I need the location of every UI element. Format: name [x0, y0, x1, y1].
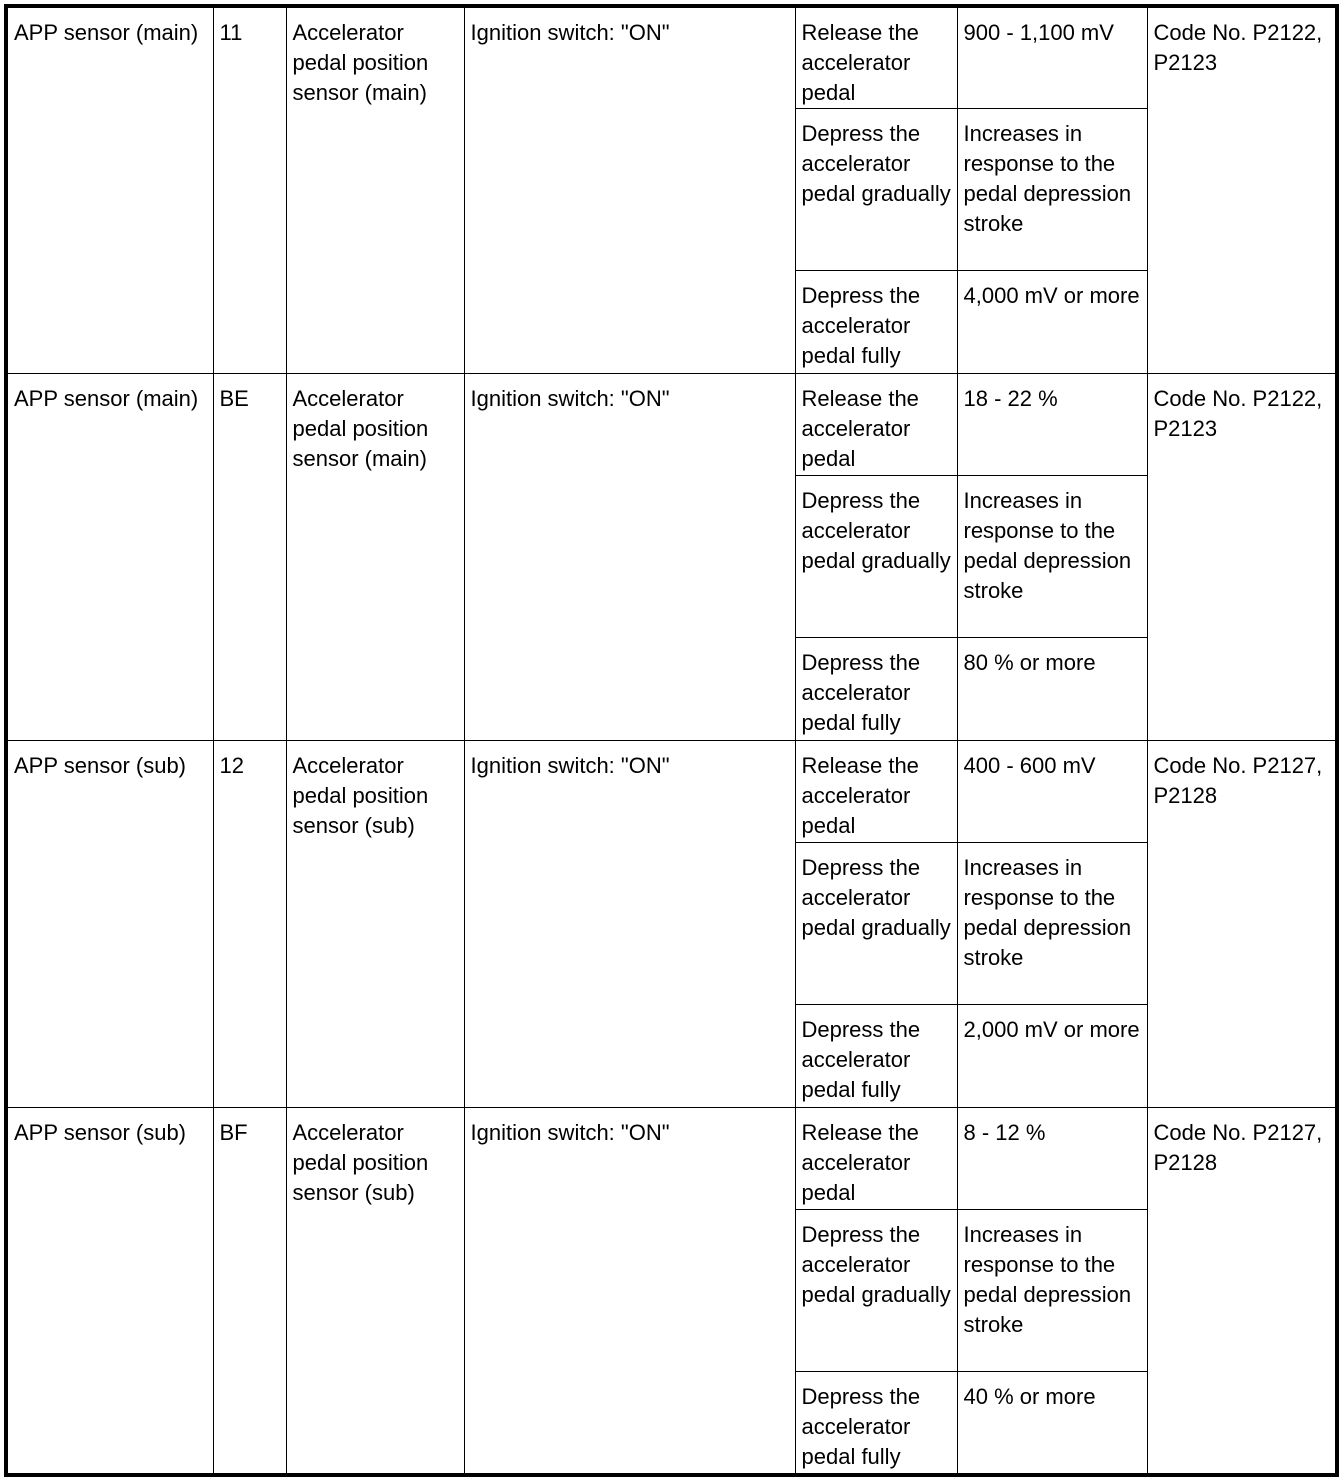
description-cell: Accelerator pedal position sensor (sub)	[285, 1107, 465, 1475]
terminal-cell: BF	[212, 1107, 287, 1475]
pedal-state-cell: Release the accelerator pedal	[794, 740, 958, 843]
value-cell: 40 % or more	[956, 1371, 1148, 1475]
table-row: Depress the accelerator pedal fully 80 % …	[6, 637, 1337, 741]
table-row: Depress the accelerator pedal gradually I…	[6, 108, 1337, 271]
description-cell: Accelerator pedal position sensor (sub)	[285, 740, 465, 1108]
value-cell: 18 - 22 %	[956, 373, 1148, 476]
pedal-state-cell: Depress the accelerator pedal fully	[794, 1004, 958, 1108]
table-row: APP sensor (main) 11 Accelerator pedal pos…	[5, 5, 1338, 374]
table-row: Depress the accelerator pedal gradually I…	[6, 842, 1337, 1005]
value-cell: 80 % or more	[956, 637, 1148, 741]
value-cell: 400 - 600 mV	[956, 740, 1148, 843]
condition-cell: Ignition switch: "ON"	[463, 5, 796, 374]
table-row: Depress the accelerator pedal gradually I…	[6, 475, 1337, 638]
dtc-code-cell: Code No. P2127, P2128	[1146, 740, 1338, 1108]
condition-cell: Ignition switch: "ON"	[463, 373, 796, 741]
pedal-state-cell: Release the accelerator pedal	[794, 373, 958, 476]
pedal-state-cell: Depress the accelerator pedal gradually	[794, 842, 958, 1005]
value-cell: 900 - 1,100 mV	[956, 5, 1148, 109]
pedal-state-cell: Release the accelerator pedal	[794, 5, 958, 109]
table-row: APP sensor (main) BE Accelerator pedal pos…	[5, 373, 1338, 741]
description-cell: Accelerator pedal position sensor (main)	[285, 5, 465, 374]
pedal-state-cell: Depress the accelerator pedal fully	[794, 270, 958, 374]
monitor-item-cell: APP sensor (sub)	[5, 1107, 214, 1475]
table-row: APP sensor (sub) 12 Accelerator pedal posi…	[5, 740, 1338, 1108]
value-cell: Increases in response to the pedal depre…	[956, 108, 1148, 271]
value-cell: Increases in response to the pedal depre…	[956, 842, 1148, 1005]
pedal-state-cell: Depress the accelerator pedal gradually	[794, 108, 958, 271]
terminal-cell: BE	[212, 373, 287, 741]
table-row: Depress the accelerator pedal fully 4,000…	[6, 270, 1337, 374]
table-row: APP sensor (sub) BF Accelerator pedal posi…	[5, 1107, 1338, 1475]
condition-cell: Ignition switch: "ON"	[463, 1107, 796, 1475]
terminal-cell: 12	[212, 740, 287, 1108]
description-cell: Accelerator pedal position sensor (main)	[285, 373, 465, 741]
pedal-state-cell: Depress the accelerator pedal fully	[794, 637, 958, 741]
value-cell: 4,000 mV or more	[956, 270, 1148, 374]
monitor-item-cell: APP sensor (main)	[5, 373, 214, 741]
table-row: Depress the accelerator pedal gradually I…	[6, 1209, 1337, 1372]
monitor-item-cell: APP sensor (main)	[5, 5, 214, 374]
value-cell: Increases in response to the pedal depre…	[956, 1209, 1148, 1372]
sensor-data-table: APP sensor (main) 11 Accelerator pedal pos…	[4, 4, 1339, 1477]
value-cell: 2,000 mV or more	[956, 1004, 1148, 1108]
dtc-code-cell: Code No. P2122, P2123	[1146, 5, 1338, 374]
terminal-cell: 11	[212, 5, 287, 374]
table-row: Depress the accelerator pedal fully 2,000…	[6, 1004, 1337, 1108]
dtc-code-cell: Code No. P2122, P2123	[1146, 373, 1338, 741]
value-cell: 8 - 12 %	[956, 1107, 1148, 1210]
pedal-state-cell: Depress the accelerator pedal gradually	[794, 475, 958, 638]
value-cell: Increases in response to the pedal depre…	[956, 475, 1148, 638]
dtc-code-cell: Code No. P2127, P2128	[1146, 1107, 1338, 1475]
pedal-state-cell: Depress the accelerator pedal fully	[794, 1371, 958, 1475]
monitor-item-cell: APP sensor (sub)	[5, 740, 214, 1108]
pedal-state-cell: Release the accelerator pedal	[794, 1107, 958, 1210]
condition-cell: Ignition switch: "ON"	[463, 740, 796, 1108]
table-row: Depress the accelerator pedal fully 40 % …	[6, 1371, 1337, 1475]
pedal-state-cell: Depress the accelerator pedal gradually	[794, 1209, 958, 1372]
